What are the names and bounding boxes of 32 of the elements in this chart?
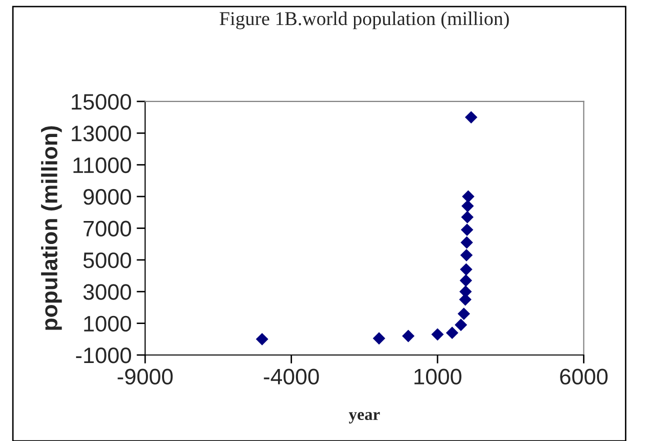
point <box>461 210 474 224</box>
y-tick-label: 5000 <box>83 252 132 268</box>
point <box>458 308 470 320</box>
point <box>460 236 473 249</box>
point <box>464 111 478 124</box>
point <box>402 330 414 342</box>
point <box>460 274 472 287</box>
point <box>372 332 386 345</box>
y-tick-label: 11000 <box>73 157 132 174</box>
y-tick-label: 3000 <box>83 284 132 300</box>
chart-title: Figure 1B.world population (million) <box>220 12 509 30</box>
y-tick-label: -1000 <box>76 348 132 364</box>
point <box>431 328 444 341</box>
point <box>460 224 474 236</box>
point <box>462 190 474 203</box>
y-tick-label: 15000 <box>72 94 132 110</box>
point <box>446 326 458 340</box>
y-tick-label: 13000 <box>72 126 132 142</box>
point <box>460 248 473 262</box>
x-tick-label: 1000 <box>414 368 462 385</box>
y-tick-label: 7000 <box>84 220 132 236</box>
point <box>461 200 474 212</box>
x-axis-title: year <box>348 412 380 424</box>
x-tick-label: -9000 <box>118 368 173 385</box>
point <box>256 332 268 346</box>
point <box>454 318 468 332</box>
point <box>460 263 472 276</box>
y-tick-label: 1000 <box>84 316 132 332</box>
x-tick-label: 6000 <box>560 368 608 385</box>
y-tick-label: 9000 <box>84 189 132 205</box>
x-tick-label: -4000 <box>264 368 319 385</box>
y-axis-title: population (million) <box>41 126 62 330</box>
